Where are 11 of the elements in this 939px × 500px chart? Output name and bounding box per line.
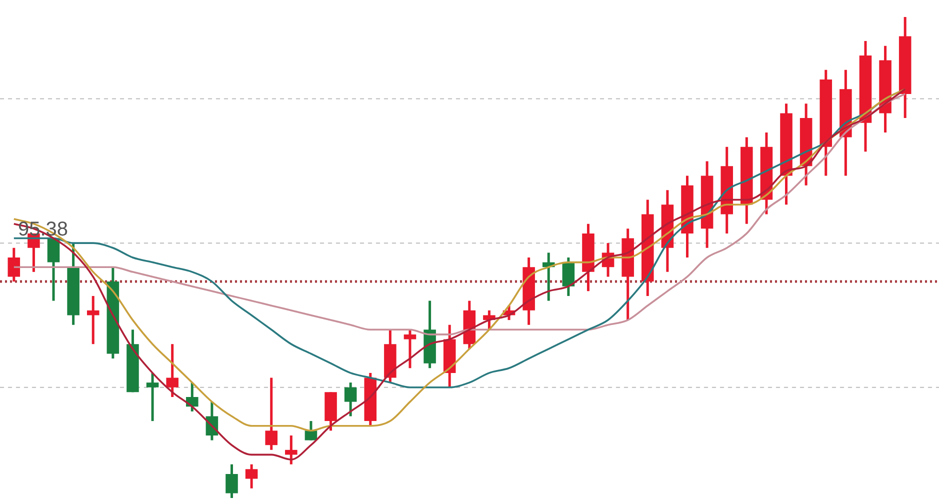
candlestick (166, 342, 178, 398)
candlestick (404, 328, 416, 370)
candlestick (344, 381, 357, 418)
candlestick (285, 434, 298, 466)
candlestick (86, 294, 100, 346)
candlestick (8, 246, 20, 283)
candlestick (245, 463, 258, 490)
candlestick (304, 420, 318, 442)
candlestick (226, 463, 238, 500)
candlestick (146, 372, 159, 422)
candlestick (265, 376, 278, 452)
